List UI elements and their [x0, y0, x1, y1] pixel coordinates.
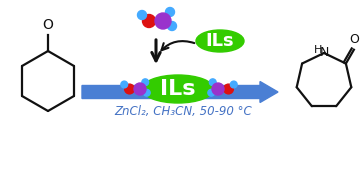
Text: ILs: ILs — [206, 32, 234, 50]
Text: O: O — [43, 18, 54, 32]
Text: H: H — [314, 45, 322, 55]
Text: ZnCl₂, CH₃CN, 50-90 °C: ZnCl₂, CH₃CN, 50-90 °C — [114, 105, 252, 119]
Ellipse shape — [196, 30, 244, 52]
Circle shape — [138, 11, 147, 19]
Ellipse shape — [142, 75, 214, 103]
Circle shape — [143, 89, 150, 96]
Circle shape — [224, 84, 233, 94]
Circle shape — [155, 13, 171, 29]
Circle shape — [134, 83, 146, 95]
Circle shape — [165, 8, 174, 16]
Circle shape — [209, 79, 216, 86]
Text: O: O — [349, 33, 359, 46]
Circle shape — [212, 83, 224, 95]
Circle shape — [142, 79, 149, 86]
Circle shape — [121, 81, 128, 88]
Text: N: N — [319, 46, 329, 59]
Text: ILs: ILs — [160, 79, 196, 99]
Circle shape — [125, 84, 134, 94]
Circle shape — [230, 81, 237, 88]
FancyArrow shape — [82, 81, 278, 102]
Circle shape — [168, 22, 177, 30]
Circle shape — [143, 15, 156, 28]
Circle shape — [208, 89, 215, 96]
